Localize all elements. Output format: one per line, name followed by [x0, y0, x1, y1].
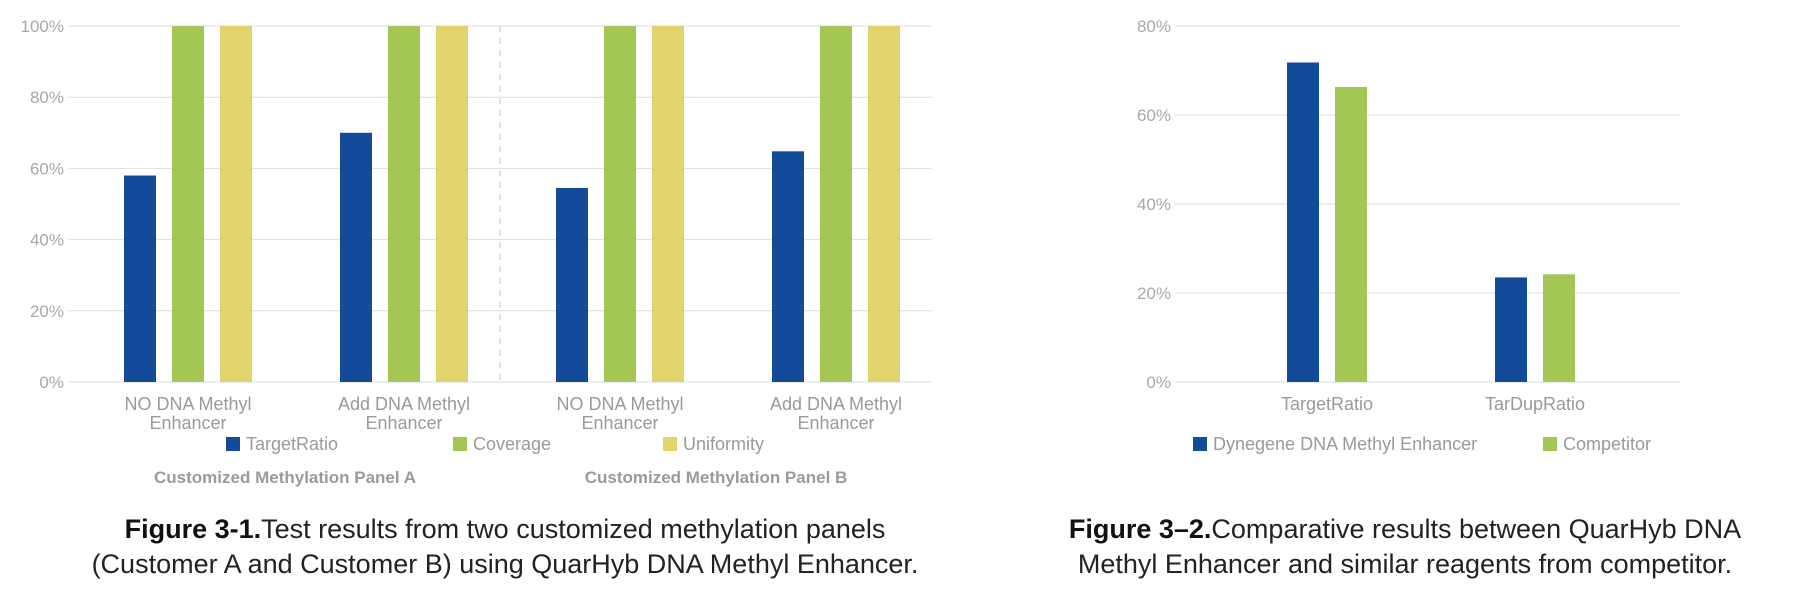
chart1-bar-coverage-2 [604, 26, 636, 382]
charts-canvas: 0%20%40%60%80%100%NO DNA MethylEnhancerA… [21, 17, 1680, 487]
chart1-category-label-0-0: NO DNA Methyl [124, 394, 251, 414]
figure-caption-2: Figure 3–2.Comparative results between Q… [1010, 512, 1800, 582]
chart2-ytick-label-4: 80% [1137, 17, 1171, 36]
chart1-group-label-0: Customized Methylation Panel A [154, 468, 416, 487]
chart1-ytick-label-0: 0% [39, 373, 64, 392]
chart2-legend-swatch-0 [1193, 437, 1207, 451]
chart1-group-label-1: Customized Methylation Panel B [585, 468, 848, 487]
chart1-bar-uniformity-0 [220, 26, 252, 382]
chart2-legend-label-0: Dynegene DNA Methyl Enhancer [1213, 434, 1477, 454]
chart1-category-label-1-1: Enhancer [365, 413, 442, 433]
figure-caption-1-text-line2: (Customer A and Customer B) using QuarHy… [91, 549, 919, 579]
chart1-bar-coverage-1 [388, 26, 420, 382]
chart1-bar-targetratio-1 [340, 132, 372, 382]
chart1-category-label-0-1: Enhancer [149, 413, 226, 433]
figure-caption-2-label: Figure 3–2. [1068, 514, 1212, 544]
chart2-bar-0-1 [1495, 277, 1527, 382]
chart1-ytick-label-2: 40% [30, 231, 64, 250]
chart1-category-label-3-1: Enhancer [797, 413, 874, 433]
chart2-ytick-label-0: 0% [1146, 373, 1171, 392]
chart1-legend-label-1: Coverage [473, 434, 551, 454]
chart1-bar-coverage-0 [172, 26, 204, 382]
chart1-legend-label-0: TargetRatio [246, 434, 338, 454]
chart1-bar-uniformity-3 [868, 26, 900, 382]
chart1-ytick-label-4: 80% [30, 88, 64, 107]
chart1-legend-swatch-2 [663, 437, 677, 451]
chart1-legend-swatch-1 [453, 437, 467, 451]
figure-caption-1: Figure 3-1.Test results from two customi… [40, 512, 970, 582]
chart1-legend-label-2: Uniformity [683, 434, 764, 454]
chart1-category-label-2-1: Enhancer [581, 413, 658, 433]
chart1-legend-swatch-0 [226, 437, 240, 451]
chart1-bar-uniformity-2 [652, 26, 684, 382]
chart1-ytick-label-1: 20% [30, 302, 64, 321]
chart2-legend-label-1: Competitor [1563, 434, 1651, 454]
chart1-category-label-2-0: NO DNA Methyl [556, 394, 683, 414]
chart2-ytick-label-1: 20% [1137, 284, 1171, 303]
chart2-category-label-1: TarDupRatio [1485, 394, 1585, 414]
chart2-ytick-label-3: 60% [1137, 106, 1171, 125]
chart1-bar-coverage-3 [820, 26, 852, 382]
figure-caption-2-text-line1: Comparative results between QuarHyb DNA [1211, 514, 1742, 544]
chart1-category-label-3-0: Add DNA Methyl [770, 394, 902, 414]
chart2-bar-1-0 [1335, 86, 1367, 382]
chart2-legend-swatch-1 [1543, 437, 1557, 451]
chart1-ytick-label-3: 60% [30, 159, 64, 178]
chart1-bar-targetratio-0 [124, 175, 156, 382]
figure-caption-1-label: Figure 3-1. [124, 514, 262, 544]
chart1-bar-targetratio-2 [556, 187, 588, 382]
figure-caption-2-text-line2: Methyl Enhancer and similar reagents fro… [1077, 549, 1733, 579]
chart2-category-label-0: TargetRatio [1281, 394, 1373, 414]
figure-caption-1-text-line1: Test results from two customized methyla… [261, 514, 886, 544]
chart1-bar-targetratio-3 [772, 151, 804, 382]
chart1-category-label-1-0: Add DNA Methyl [338, 394, 470, 414]
chart2-bar-1-1 [1543, 274, 1575, 382]
chart2-bar-0-0 [1287, 62, 1319, 383]
chart1-ytick-label-5: 100% [21, 17, 64, 36]
chart2-ytick-label-2: 40% [1137, 195, 1171, 214]
chart1-bar-uniformity-1 [436, 26, 468, 382]
